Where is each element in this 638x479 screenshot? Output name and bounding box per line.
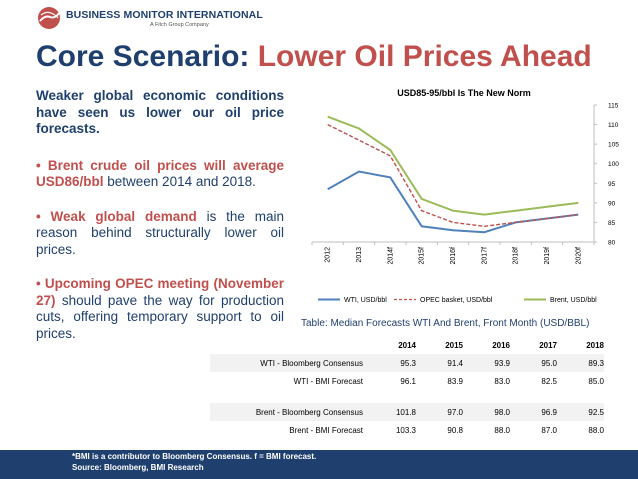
footer-source: Source: Bloomberg, BMI Research bbox=[72, 463, 204, 472]
row-label: Brent - BMI Forecast bbox=[289, 425, 363, 435]
table-cell: 88.0 bbox=[588, 425, 604, 435]
table-cell: 91.4 bbox=[416, 354, 463, 372]
legend-label: Brent, USD/bbl bbox=[550, 297, 597, 304]
y-tick-label: 110 bbox=[608, 122, 619, 129]
x-tick-label: 2016f bbox=[450, 247, 457, 265]
table-header-label bbox=[210, 336, 369, 354]
table-header-cell: 2015 bbox=[445, 340, 463, 350]
title-part2: Lower Oil Prices Ahead bbox=[257, 40, 592, 73]
x-tick-label: 2018f bbox=[513, 247, 520, 265]
table-header-row: 2014 2015 2016 2017 2018 bbox=[210, 336, 604, 354]
footer-note: *BMI is a contributor to Bloomberg Conse… bbox=[72, 452, 317, 461]
table-header-cell: 2016 bbox=[492, 340, 510, 350]
table-cell: 85.0 bbox=[588, 376, 604, 386]
table-cell: 83.9 bbox=[447, 376, 463, 386]
table-cell: 98.0 bbox=[463, 403, 510, 421]
page-title: Core Scenario: Lower Oil Prices Ahead bbox=[36, 40, 592, 74]
brand-name: BUSINESS MONITOR INTERNATIONAL bbox=[66, 9, 263, 21]
table-cell: 82.5 bbox=[541, 376, 557, 386]
table-cell: 90.8 bbox=[447, 425, 463, 435]
x-tick-label: 2015f bbox=[419, 247, 426, 265]
table-cell: 95.3 bbox=[369, 354, 416, 372]
x-tick-label: 2019f bbox=[544, 247, 551, 265]
x-tick-label: 2013 bbox=[356, 247, 363, 263]
legend-label: OPEC basket, USD/bbl bbox=[420, 297, 493, 304]
table-cell: 83.0 bbox=[494, 376, 510, 386]
series-line bbox=[327, 170, 579, 234]
row-label: WTI - BMI Forecast bbox=[293, 376, 363, 386]
table-header-cell: 2014 bbox=[398, 340, 416, 350]
table-title: Table: Median Forecasts WTI And Brent, F… bbox=[301, 318, 590, 329]
oil-price-chart: USD85-95/bbl Is The New Norm 80 85 90 95 100 1… bbox=[311, 88, 619, 304]
y-tick-label: 115 bbox=[608, 103, 619, 110]
table-header-cell: 2017 bbox=[539, 340, 557, 350]
table-cell: 92.5 bbox=[557, 403, 604, 421]
legend-label: WTI, USD/bbl bbox=[344, 297, 387, 304]
y-tick-label: 80 bbox=[608, 240, 616, 247]
table-cell: 96.9 bbox=[510, 403, 557, 421]
chart-title: USD85-95/bbl Is The New Norm bbox=[397, 88, 531, 98]
bullet-demand: • Weak global demand is the main reason … bbox=[36, 209, 284, 259]
title-part1: Core Scenario: bbox=[36, 40, 258, 73]
series-line bbox=[327, 115, 579, 216]
table-cell: 95.0 bbox=[510, 354, 557, 372]
table-cell: 93.9 bbox=[463, 354, 510, 372]
bullet-opec: • Upcoming OPEC meeting (November 27) sh… bbox=[36, 276, 284, 342]
table-cell: 87.0 bbox=[541, 425, 557, 435]
table-row: Brent - Bloomberg Consensus 101.8 97.0 9… bbox=[210, 403, 604, 421]
table-spacer-row bbox=[210, 390, 604, 403]
forecast-table: 2014 2015 2016 2017 2018 WTI - Bloomberg… bbox=[210, 336, 604, 439]
bullet-brent-highlight: • Brent crude oil prices will average US… bbox=[36, 157, 284, 190]
y-tick-label: 95 bbox=[608, 181, 616, 188]
y-tick-label: 105 bbox=[608, 142, 619, 149]
x-tick-label: 2014f bbox=[387, 247, 394, 265]
row-label: Brent - Bloomberg Consensus bbox=[210, 403, 369, 421]
bullet-demand-rest: is the main reason behind structurally l… bbox=[36, 208, 285, 257]
bullet-opec-rest: should pave the way for production cuts,… bbox=[36, 292, 284, 341]
table-header-cell: 2018 bbox=[586, 340, 604, 350]
brand-tagline: A Fitch Group Company bbox=[150, 22, 209, 28]
table-cell: 103.3 bbox=[395, 425, 416, 435]
table-row: Brent - BMI Forecast 103.3 90.8 88.0 87.… bbox=[210, 421, 604, 439]
footer-bar: *BMI is a contributor to Bloomberg Conse… bbox=[0, 450, 638, 479]
table-cell: 88.0 bbox=[494, 425, 510, 435]
y-tick-label: 100 bbox=[608, 161, 619, 168]
table-cell: 89.3 bbox=[557, 354, 604, 372]
x-tick-label: 2020f bbox=[575, 247, 582, 265]
table-cell: 97.0 bbox=[416, 403, 463, 421]
table-cell: 96.1 bbox=[400, 376, 416, 386]
table-cell: 101.8 bbox=[369, 403, 416, 421]
y-tick-label: 90 bbox=[608, 200, 616, 207]
table-row: WTI - BMI Forecast 96.1 83.9 83.0 82.5 8… bbox=[210, 372, 604, 390]
left-text-panel: Weaker global economic conditions have s… bbox=[36, 88, 284, 360]
bullet-brent-rest: between 2014 and 2018. bbox=[103, 174, 256, 189]
intro-text: Weaker global economic conditions have s… bbox=[36, 88, 284, 136]
bmi-logo-icon bbox=[38, 7, 60, 29]
table-row: WTI - Bloomberg Consensus 95.3 91.4 93.9… bbox=[210, 354, 604, 372]
x-tick-label: 2017f bbox=[481, 247, 488, 265]
bullet-brent: • Brent crude oil prices will average US… bbox=[36, 158, 284, 191]
bullet-demand-highlight: • Weak global demand bbox=[36, 208, 197, 224]
x-tick-label: 2012 bbox=[325, 247, 332, 263]
bullet-opec-highlight: • Upcoming OPEC meeting (November 27) bbox=[36, 276, 284, 308]
y-tick-label: 85 bbox=[608, 220, 616, 227]
row-label: WTI - Bloomberg Consensus bbox=[210, 354, 369, 372]
